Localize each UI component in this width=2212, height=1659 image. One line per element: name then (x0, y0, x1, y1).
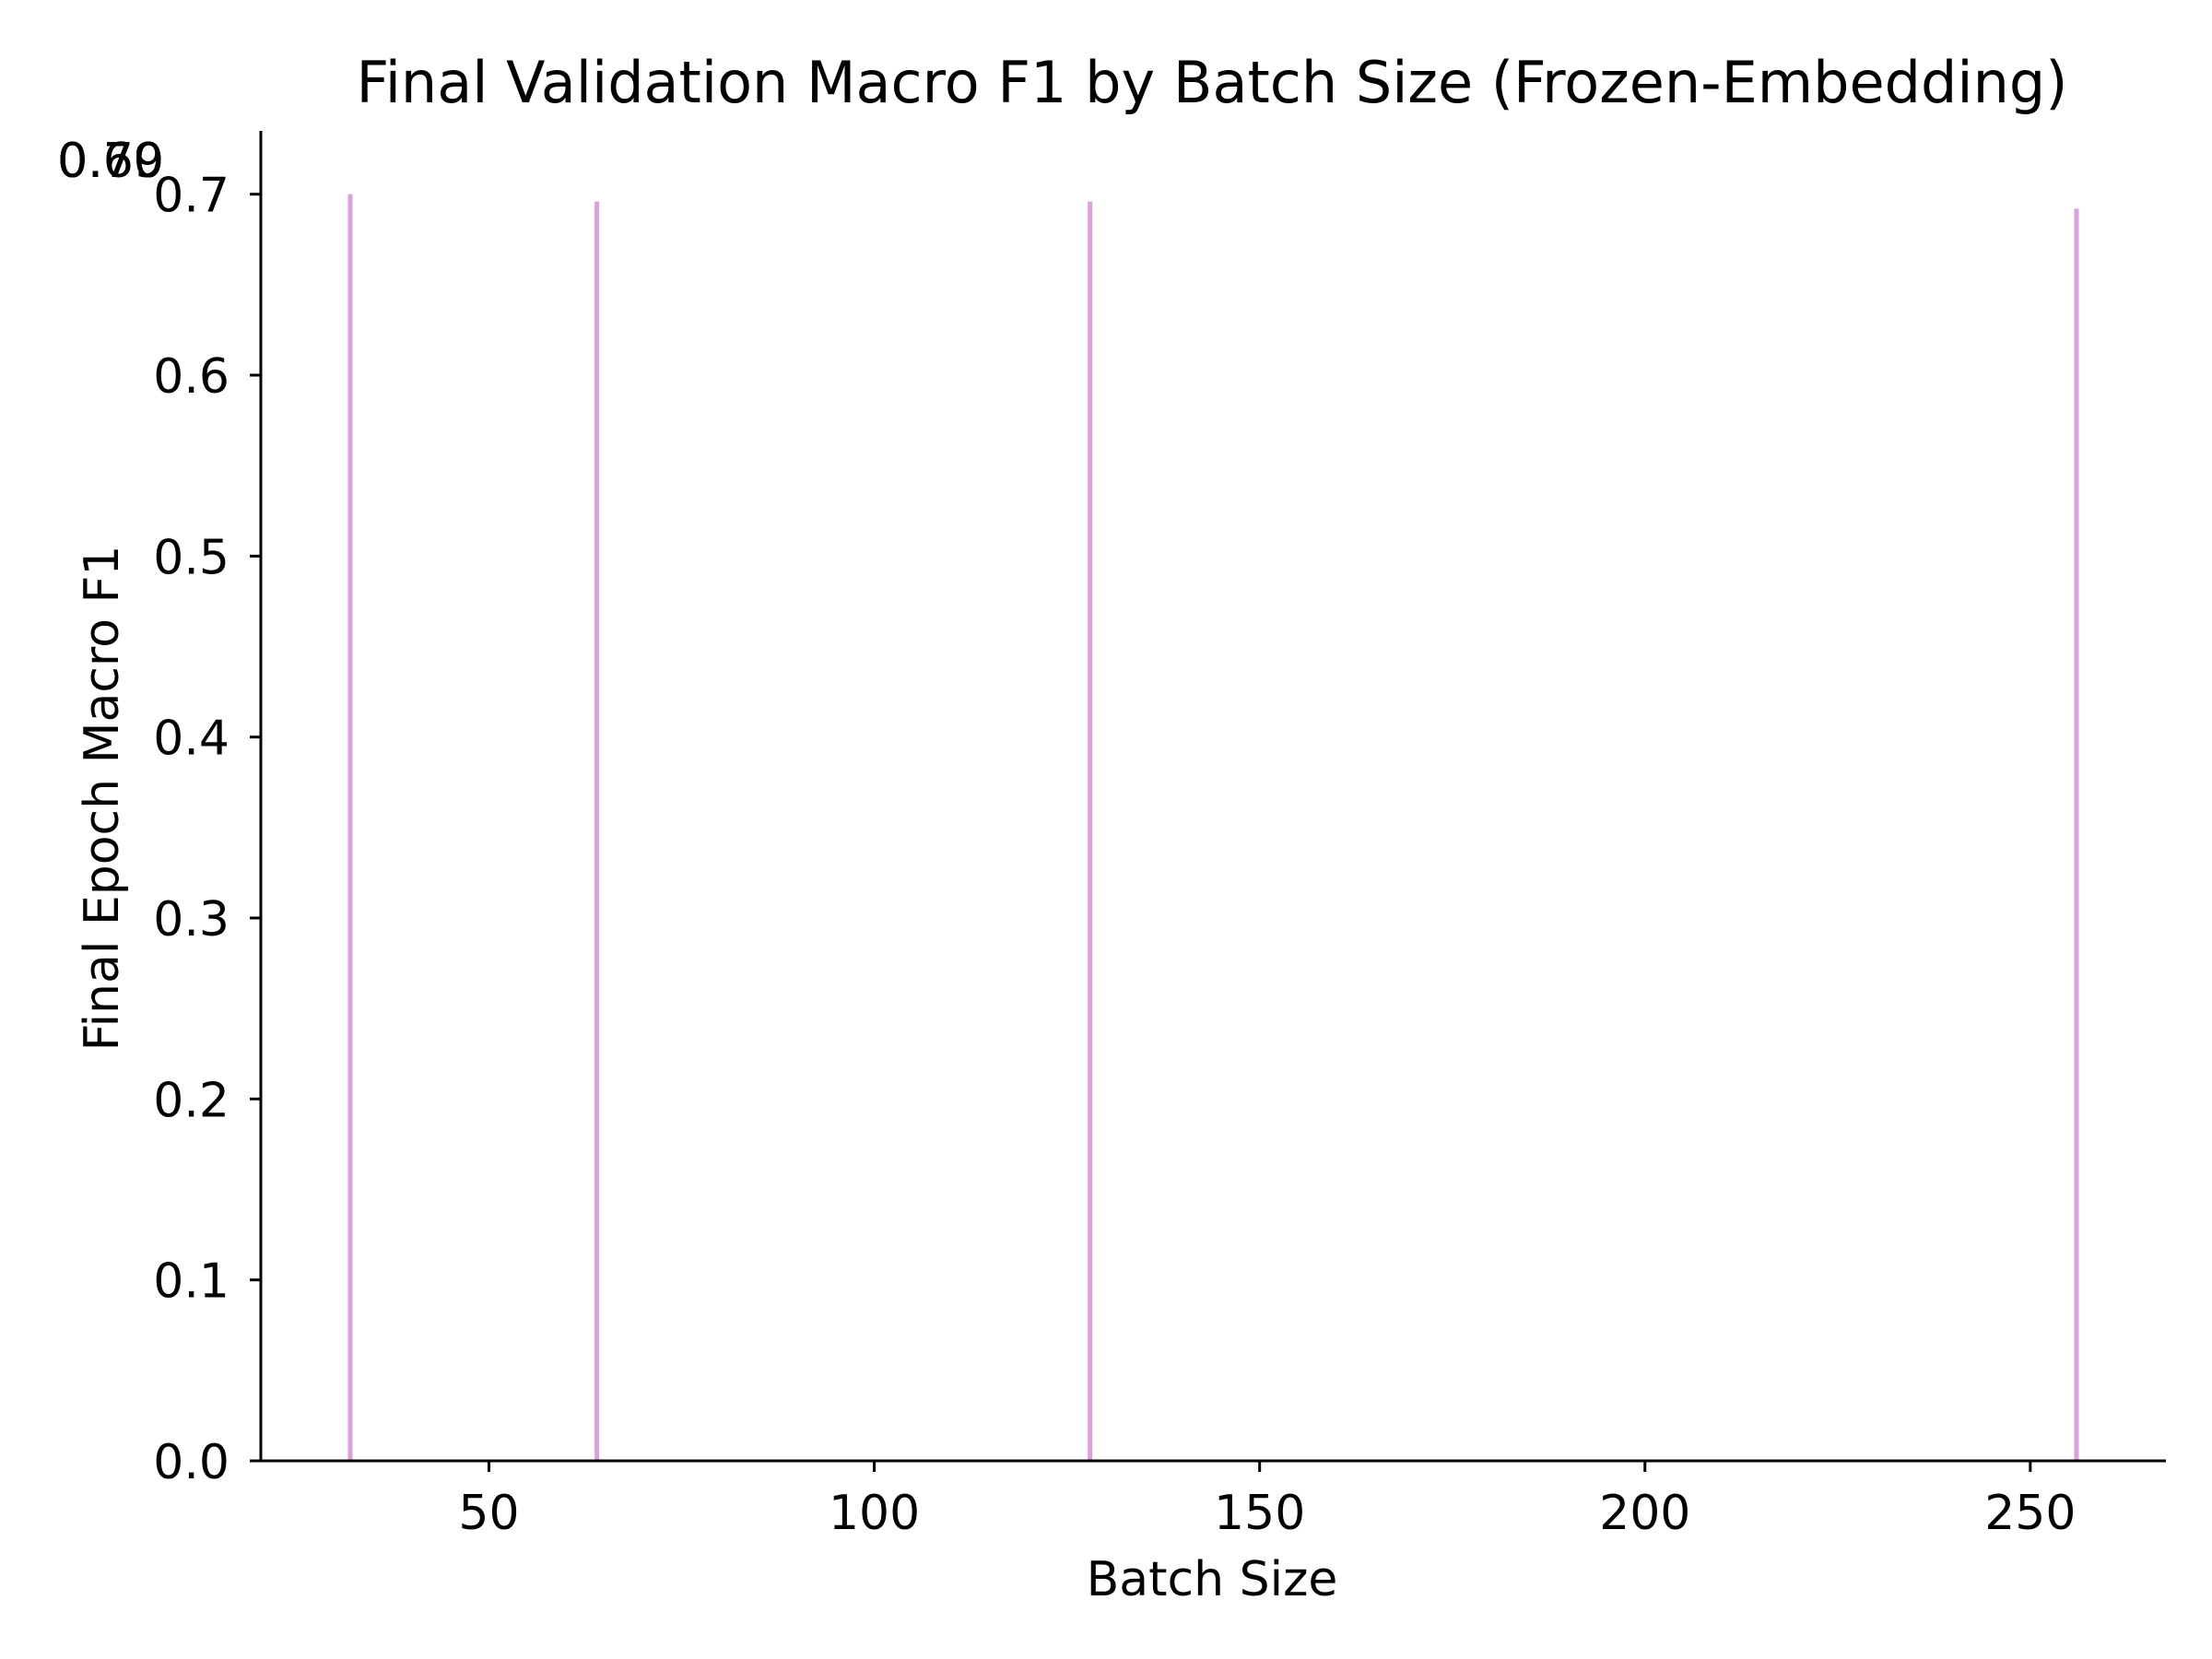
bar-value-label: 0.70 (57, 134, 164, 189)
y-tick-label: 0.7 (153, 169, 229, 224)
x-ticks-group: 50 100 150 200 250 (458, 1461, 2076, 1541)
x-tick-label: 100 (829, 1486, 920, 1541)
y-ticks-group: 0.0 0.1 0.2 0.3 0.4 0.5 0.6 0.7 (153, 169, 261, 1490)
x-axis-label: Batch Size (1087, 1552, 1338, 1607)
bar (594, 201, 600, 1462)
y-tick-label: 0.5 (153, 530, 229, 585)
bar-value-label: 0.70 (57, 134, 164, 189)
y-axis-label: Final Epoch Macro F1 (75, 545, 130, 1051)
x-tick-label: 200 (1599, 1486, 1690, 1541)
y-tick-label: 0.3 (153, 892, 229, 947)
bar-labels-group: 0.700.700.700.69 (57, 134, 164, 189)
y-tick-label: 0.2 (153, 1073, 229, 1128)
y-tick-label: 0.1 (153, 1254, 229, 1310)
y-tick-label: 0.4 (153, 712, 229, 767)
bar-value-label: 0.70 (57, 134, 164, 189)
bar-value-label: 0.69 (57, 134, 164, 189)
bars-group (347, 194, 2079, 1462)
x-tick-label: 250 (1984, 1486, 2076, 1541)
x-tick-label: 50 (458, 1486, 519, 1541)
bar (2074, 208, 2079, 1461)
y-tick-label: 0.6 (153, 349, 229, 405)
bar (347, 194, 353, 1462)
bar (1088, 201, 1093, 1462)
chart-title: Final Validation Macro F1 by Batch Size … (357, 49, 2068, 116)
y-tick-label: 0.0 (153, 1435, 229, 1490)
x-tick-label: 150 (1214, 1486, 1305, 1541)
